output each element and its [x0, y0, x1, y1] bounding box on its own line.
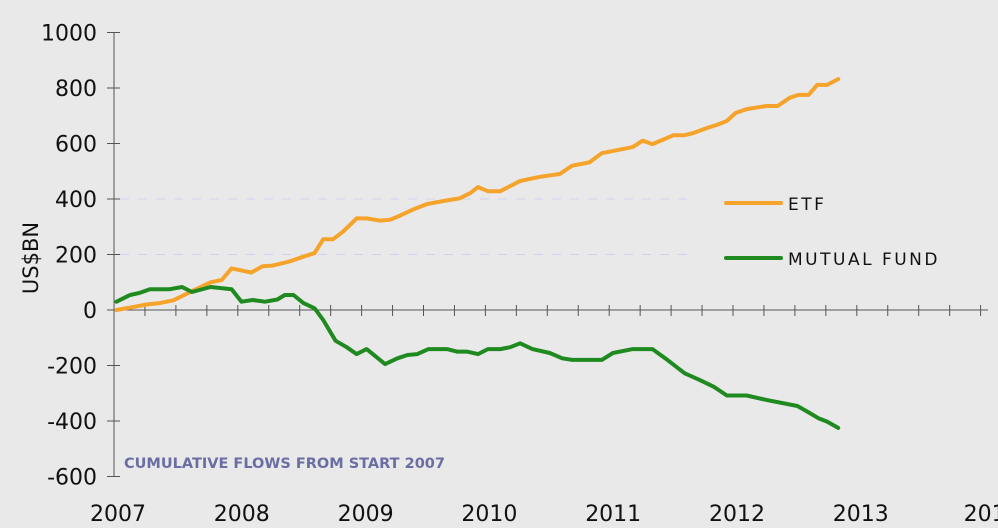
y-tick-label: 600	[55, 133, 97, 158]
series-line-mutual-fund	[114, 285, 841, 430]
y-tick-label: 1000	[41, 22, 97, 47]
x-tick-label: 2011	[585, 502, 641, 527]
gridlines	[120, 198, 690, 255]
y-tick-label: -600	[47, 466, 97, 491]
series-line-etf	[114, 77, 841, 312]
x-tick-label: 2007	[90, 502, 146, 527]
chart-annotation: CUMULATIVE FLOWS FROM START 2007	[124, 456, 445, 472]
x-tick-label: 2008	[214, 502, 270, 527]
y-tick-label: 800	[55, 77, 97, 102]
x-tick-label: 2010	[461, 502, 517, 527]
legend-label: MUTUAL FUND	[788, 250, 940, 270]
axes: 1000 800 600 400 200 0 -200 -400 -600 2007 2008 200…	[41, 22, 998, 528]
x-tick-label: 2012	[709, 502, 765, 527]
series-lines	[114, 77, 841, 430]
y-tick-label: -400	[47, 410, 97, 435]
y-tick-label: 400	[55, 188, 97, 213]
legend-label: ETF	[788, 195, 826, 215]
x-tick-label: 2013	[833, 502, 889, 527]
x-tick-label: 201	[964, 502, 998, 527]
y-axis-label: US$BN	[19, 222, 43, 294]
y-tick-label: -200	[47, 355, 97, 380]
x-tick-label: 2009	[338, 502, 394, 527]
legend: ETF MUTUAL FUND	[724, 195, 940, 270]
y-tick-label: 200	[55, 244, 97, 269]
y-tick-label: 0	[83, 299, 97, 324]
